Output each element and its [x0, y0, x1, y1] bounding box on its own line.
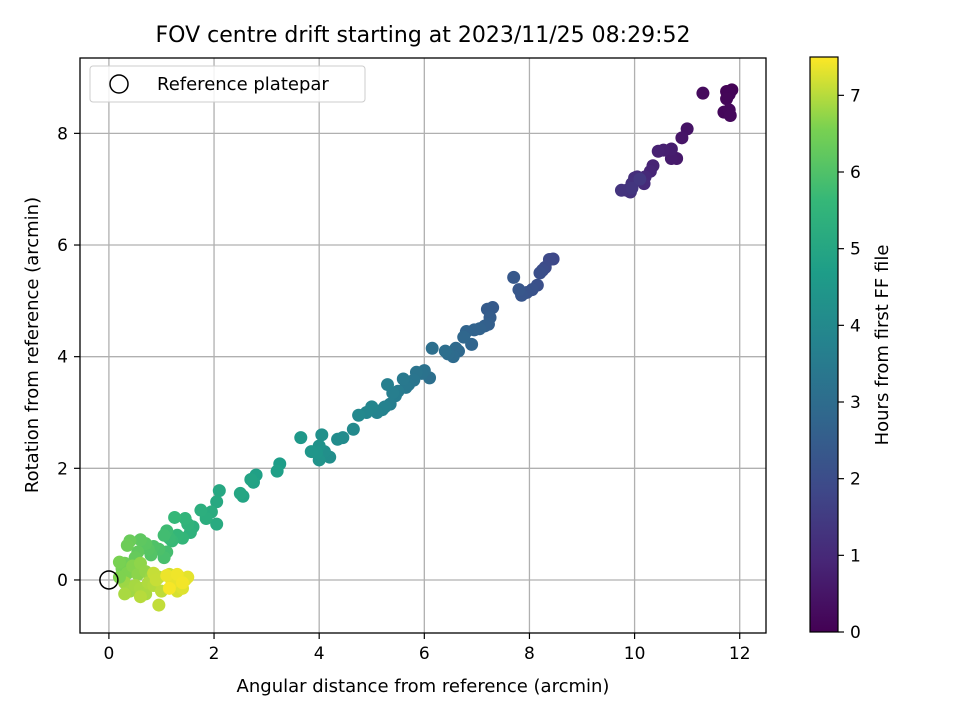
legend-marker-icon — [109, 74, 129, 94]
scatter-points — [112, 83, 739, 612]
x-tick-label: 2 — [209, 644, 220, 664]
colorbar-tick-label: 5 — [850, 240, 861, 260]
x-tick-label: 10 — [624, 644, 646, 664]
data-point — [381, 378, 395, 392]
data-point — [438, 344, 452, 358]
data-point — [533, 266, 547, 280]
chart-title: FOV centre drift starting at 2023/11/25 … — [156, 23, 691, 48]
plot-area-frame — [79, 57, 767, 634]
x-axis-label: Angular distance from reference (arcmin) — [237, 676, 610, 697]
data-point — [331, 432, 345, 446]
data-point — [723, 109, 737, 122]
colorbar-tick-label: 6 — [850, 163, 861, 183]
x-tick-label: 8 — [524, 644, 535, 664]
data-point — [614, 183, 628, 197]
x-tick-label: 4 — [314, 644, 325, 664]
data-point — [112, 555, 126, 569]
data-point — [664, 151, 678, 165]
colorbar-tick-label: 0 — [850, 623, 861, 643]
data-point — [178, 512, 192, 526]
data-point — [194, 503, 208, 517]
y-axis-label: Rotation from reference (arcmin) — [22, 197, 43, 493]
y-axis-ticks: 0 2 4 6 8 — [57, 124, 80, 591]
data-point — [168, 510, 182, 524]
legend-box — [89, 65, 366, 103]
data-point — [425, 341, 439, 355]
colorbar-tick-label: 1 — [850, 546, 861, 566]
data-point — [270, 464, 284, 478]
x-tick-label: 0 — [103, 644, 114, 664]
data-point — [346, 422, 360, 436]
data-point — [162, 581, 176, 595]
data-point — [507, 270, 521, 284]
colorbar-ticks: 0 1 2 3 4 5 6 7 — [838, 86, 861, 643]
data-point — [160, 569, 174, 582]
y-tick-label: 8 — [57, 124, 68, 144]
data-point — [120, 538, 134, 552]
data-point — [315, 428, 329, 442]
y-tick-label: 6 — [57, 236, 68, 256]
data-point — [210, 517, 224, 531]
x-axis-ticks: 0 2 4 6 8 10 12 — [103, 633, 751, 664]
data-point — [294, 431, 308, 445]
data-point — [696, 86, 710, 100]
x-tick-label: 12 — [729, 644, 751, 664]
x-tick-label: 6 — [419, 644, 430, 664]
data-point — [176, 576, 190, 590]
data-point — [512, 283, 526, 297]
data-point — [633, 172, 647, 186]
data-point — [133, 533, 147, 547]
data-point — [133, 590, 147, 604]
colorbar-tick-label: 7 — [850, 86, 861, 106]
colorbar-tick-label: 2 — [850, 470, 861, 490]
legend-label: Reference platepar — [157, 74, 329, 95]
data-point — [157, 528, 171, 542]
colorbar-label: Hours from first FF file — [872, 245, 893, 446]
data-point — [212, 484, 226, 498]
colorbar — [809, 56, 839, 633]
data-point — [304, 445, 318, 459]
data-point — [396, 372, 410, 386]
y-tick-label: 0 — [57, 571, 68, 591]
legend: Reference platepar — [89, 65, 366, 103]
data-point — [152, 598, 166, 612]
data-point — [625, 181, 639, 195]
data-point — [352, 408, 366, 422]
data-point — [210, 495, 224, 509]
data-point — [720, 92, 734, 106]
data-point — [457, 330, 471, 344]
grid-lines — [80, 58, 766, 633]
data-point — [233, 486, 247, 500]
data-point — [651, 144, 665, 158]
colorbar-tick-label: 4 — [850, 316, 861, 336]
data-point — [244, 472, 258, 486]
colorbar-tick-label: 3 — [850, 393, 861, 413]
data-point — [675, 131, 689, 145]
y-tick-label: 4 — [57, 348, 68, 368]
y-tick-label: 2 — [57, 459, 68, 479]
reference-platepar-marker — [99, 570, 119, 590]
data-point — [118, 587, 132, 601]
data-point — [149, 573, 163, 587]
